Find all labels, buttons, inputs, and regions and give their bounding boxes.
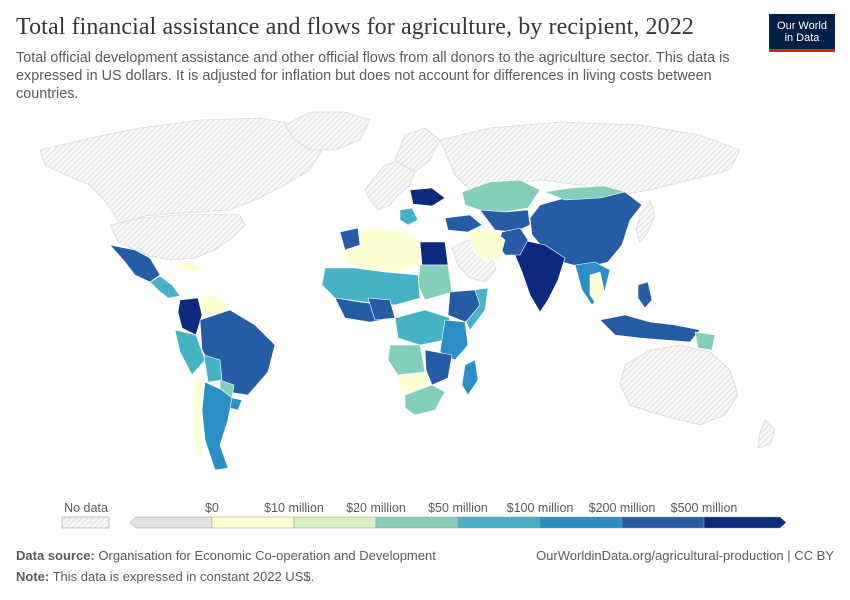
logo-line-1: Our World xyxy=(777,20,827,32)
region-chile[interactable] xyxy=(192,377,204,459)
legend-bin-label: $50 million xyxy=(428,501,488,515)
region-europe[interactable] xyxy=(364,159,416,211)
logo-line-2: in Data xyxy=(784,32,820,44)
legend-bin-label: $10 million xyxy=(264,501,324,515)
region-new-zealand[interactable] xyxy=(757,419,776,449)
region-ukraine[interactable] xyxy=(409,187,446,207)
region-somalia[interactable] xyxy=(465,287,489,331)
region-bolivia[interactable] xyxy=(203,354,223,383)
region-philippines[interactable] xyxy=(637,281,653,309)
region-australia[interactable] xyxy=(619,344,739,426)
region-morocco[interactable] xyxy=(339,227,361,251)
region-mozambique-malawi[interactable] xyxy=(424,349,453,386)
legend-no-data-label: No data xyxy=(64,501,108,515)
source-label: Data source: xyxy=(16,548,95,563)
region-png[interactable] xyxy=(694,331,716,351)
region-indonesia[interactable] xyxy=(599,314,701,343)
region-uruguay[interactable] xyxy=(229,397,243,411)
legend-bin-label: $200 million xyxy=(589,501,656,515)
region-egypt[interactable] xyxy=(419,241,449,266)
region-madagascar[interactable] xyxy=(461,359,479,396)
chart-title: Total financial assistance and flows for… xyxy=(16,14,694,40)
legend-bin-swatch[interactable] xyxy=(457,516,541,529)
world-map[interactable] xyxy=(0,110,850,490)
note: Note: This data is expressed in constant… xyxy=(16,569,834,584)
region-south-africa[interactable] xyxy=(404,384,446,416)
legend-bin-swatch[interactable] xyxy=(211,516,295,529)
region-balkans[interactable] xyxy=(399,207,419,226)
legend-bin-swatch[interactable] xyxy=(129,516,213,529)
region-thailand[interactable] xyxy=(589,271,605,306)
source-text[interactable]: Organisation for Economic Co-operation a… xyxy=(98,548,436,563)
legend-bin-label: $20 million xyxy=(346,501,406,515)
region-kazakhstan[interactable] xyxy=(461,179,541,213)
legend-no-data-swatch xyxy=(61,516,110,529)
region-brazil[interactable] xyxy=(199,309,276,396)
data-source: Data source: Organisation for Economic C… xyxy=(16,548,834,563)
region-iran[interactable] xyxy=(469,229,506,263)
region-turkey-caucasus[interactable] xyxy=(444,214,483,233)
region-mexico[interactable] xyxy=(109,244,161,283)
legend-bin-label: $0 xyxy=(205,501,219,515)
owid-logo[interactable]: Our World in Data xyxy=(769,14,835,52)
region-argentina[interactable] xyxy=(201,381,233,471)
region-caribbean[interactable] xyxy=(169,261,206,273)
legend-bin-swatch[interactable] xyxy=(375,516,459,529)
region-sudan[interactable] xyxy=(417,264,453,301)
region-central-asia[interactable] xyxy=(479,209,531,233)
legend-bin-swatch[interactable] xyxy=(539,516,623,529)
region-angola[interactable] xyxy=(387,344,426,376)
region-colombia[interactable] xyxy=(177,297,203,336)
region-peru-ecuador[interactable] xyxy=(174,329,206,376)
region-india[interactable] xyxy=(514,239,566,313)
chart-subtitle: Total official development assistance an… xyxy=(16,50,730,102)
region-japan[interactable] xyxy=(635,199,656,243)
region-sahel[interactable] xyxy=(321,267,421,306)
region-central-america[interactable] xyxy=(149,275,181,299)
legend-bin-label: $500 million xyxy=(671,501,738,515)
legend-bin-label: $100 million xyxy=(507,501,574,515)
region-east-africa[interactable] xyxy=(439,319,469,361)
legend-bin-swatch[interactable] xyxy=(703,516,787,529)
region-north-america-canada[interactable] xyxy=(39,117,326,226)
note-label: Note: xyxy=(16,569,50,584)
legend-bin-swatch[interactable] xyxy=(293,516,377,529)
legend-bin-swatch[interactable] xyxy=(621,516,705,529)
region-greenland[interactable] xyxy=(284,111,371,151)
source-url-link[interactable]: OurWorldinData.org/agricultural-producti… xyxy=(536,548,834,563)
map-legend: No data $0 $10 million $20 million $50 mill… xyxy=(61,501,787,529)
region-mongolia[interactable] xyxy=(544,185,626,201)
note-text: This data is expressed in constant 2022 … xyxy=(52,569,315,584)
